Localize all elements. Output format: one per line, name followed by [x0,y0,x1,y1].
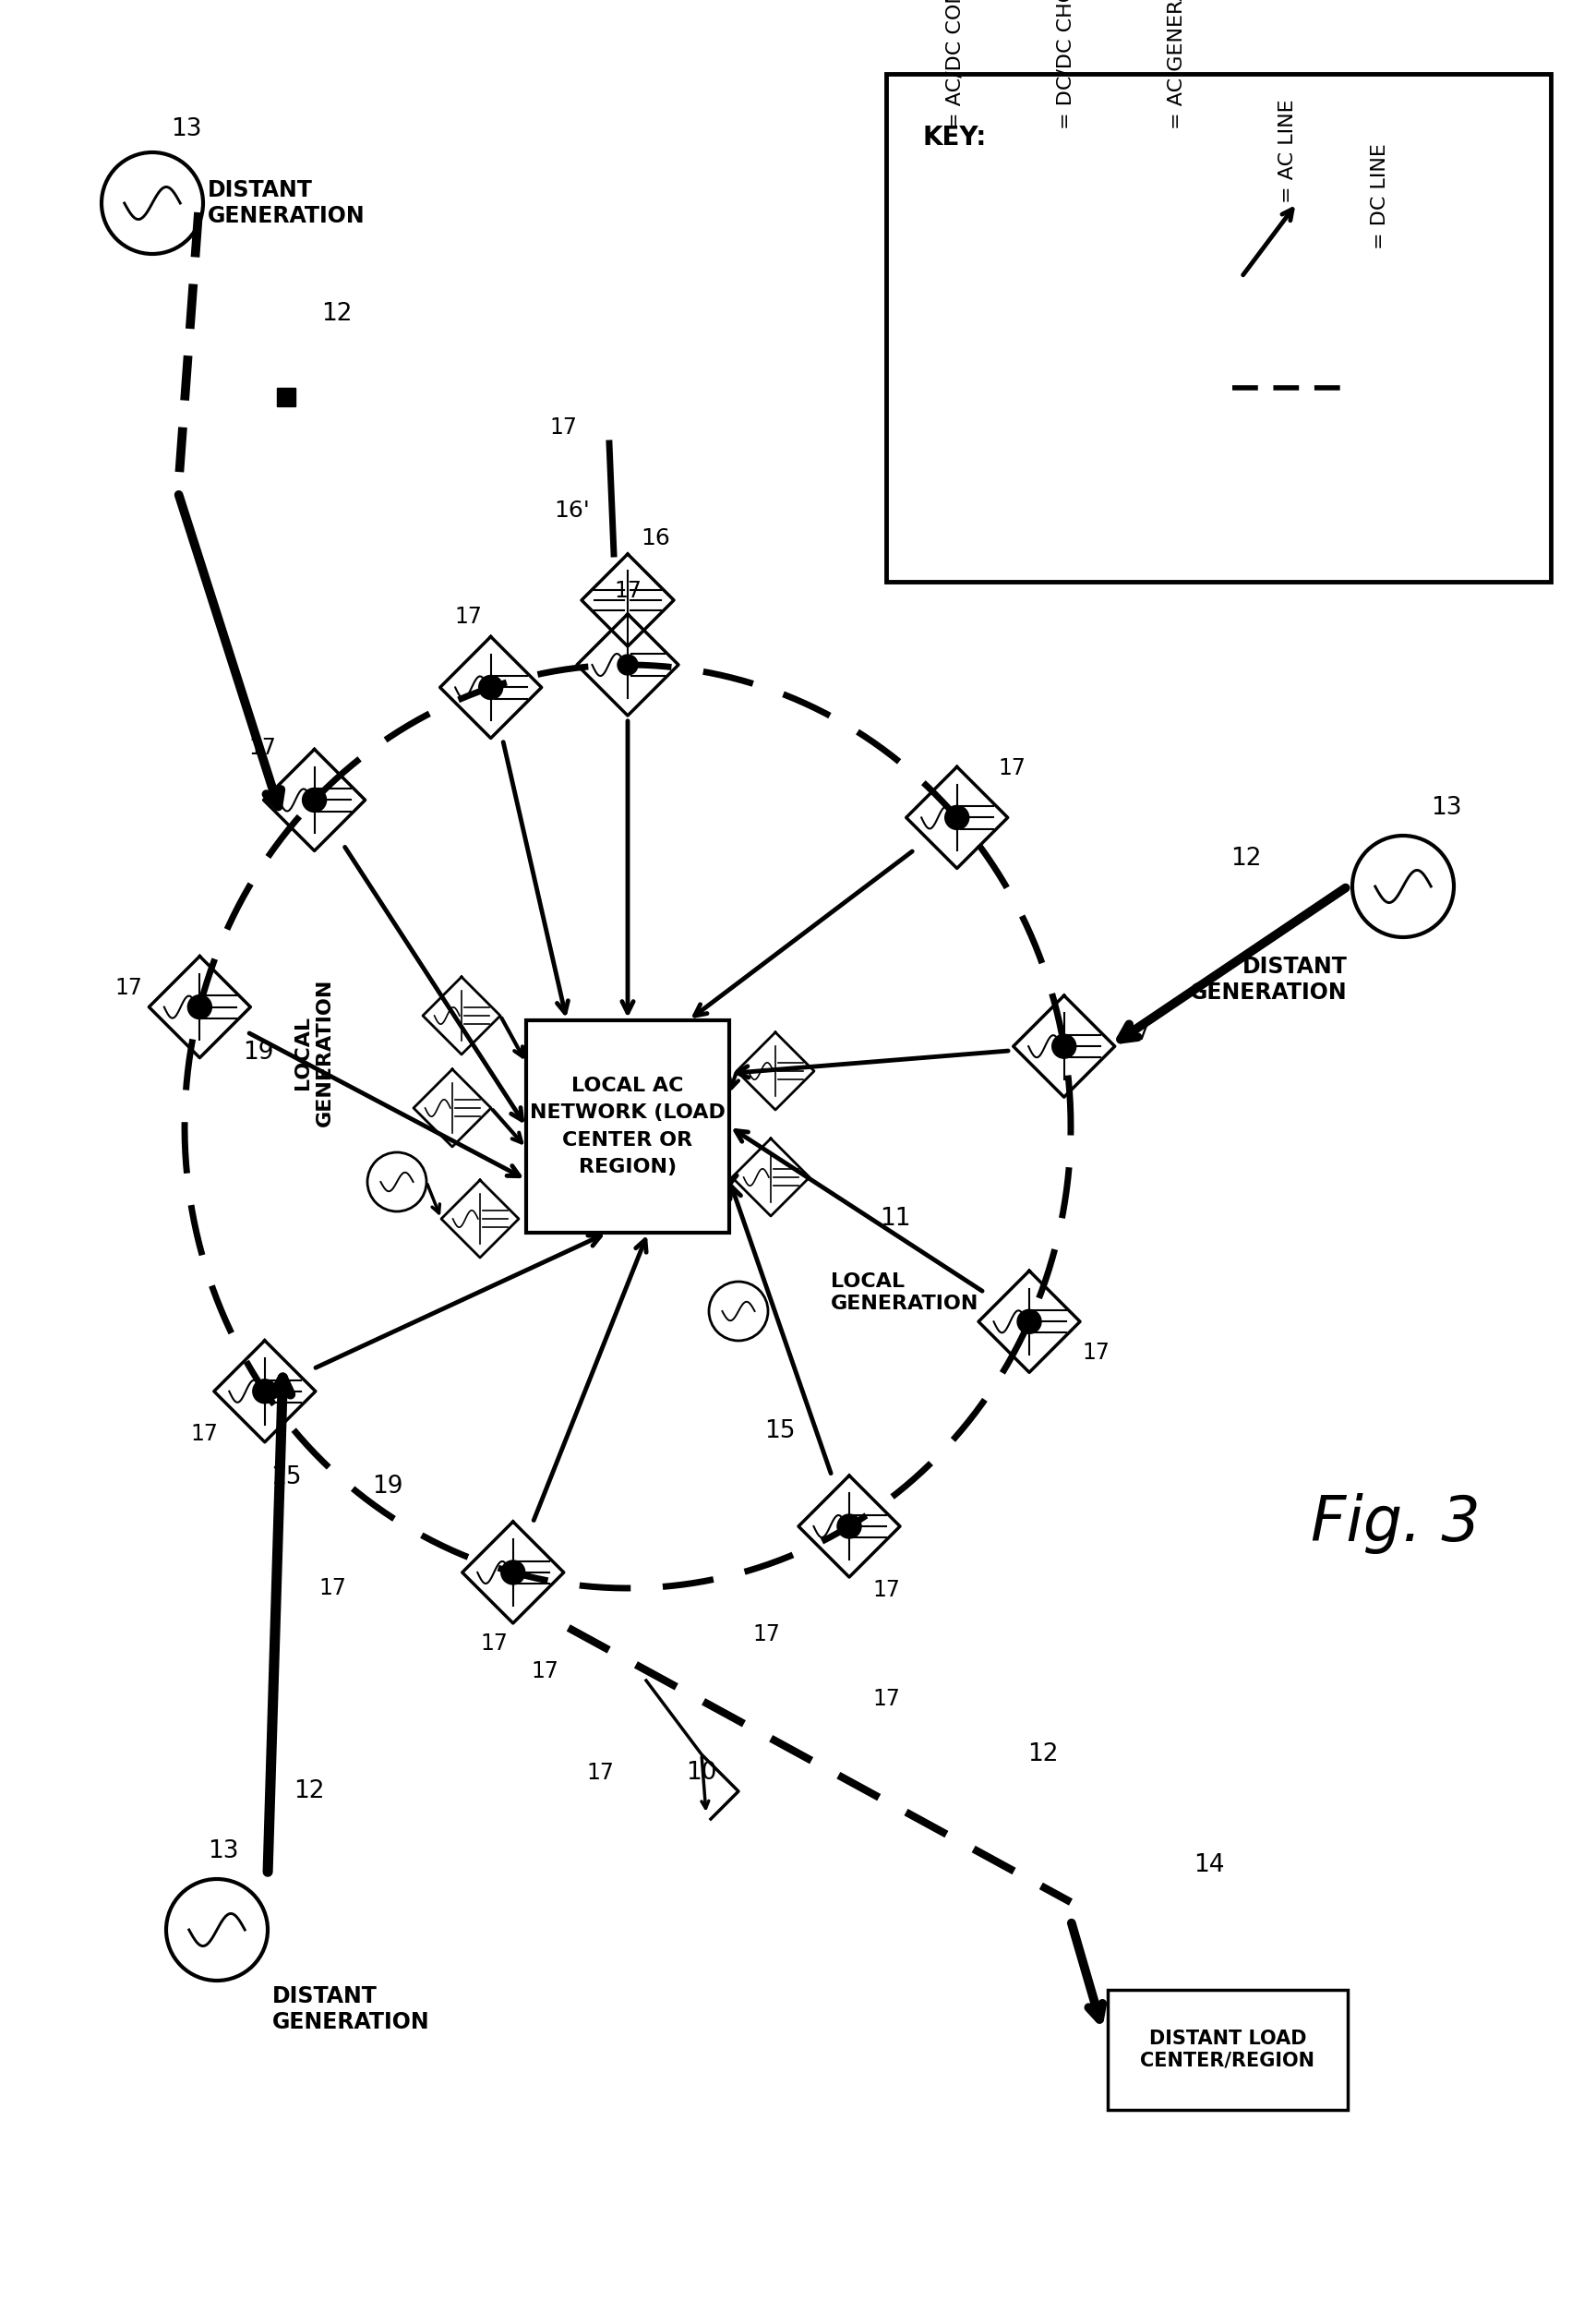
Circle shape [618,655,638,675]
Text: 11: 11 [879,1207,911,1231]
Text: 17: 17 [1124,1022,1151,1045]
Circle shape [255,1381,275,1402]
Circle shape [188,995,212,1020]
Circle shape [1020,1311,1039,1332]
Text: = AC GENERATION: = AC GENERATION [1168,0,1186,130]
Text: 13: 13 [1430,796,1462,819]
Text: 13: 13 [207,1839,239,1864]
Text: 17: 17 [614,581,642,601]
Text: KEY:: KEY: [922,125,986,150]
Text: 15: 15 [271,1466,302,1490]
Circle shape [946,807,967,828]
Circle shape [945,805,969,830]
Text: 17: 17 [752,1624,780,1645]
Text: = DC/DC CHOPPER: = DC/DC CHOPPER [1057,0,1076,130]
Text: = AC/DC CONVERTER: = AC/DC CONVERTER [946,0,964,130]
Text: 17: 17 [480,1633,508,1654]
Text: 17: 17 [531,1661,559,1682]
Circle shape [1017,1309,1041,1335]
Circle shape [479,675,503,699]
Text: 12: 12 [294,1779,324,1804]
Text: Fig. 3: Fig. 3 [1310,1494,1481,1554]
Text: LOCAL AC
NETWORK (LOAD
CENTER OR
REGION): LOCAL AC NETWORK (LOAD CENTER OR REGION) [530,1076,726,1177]
Circle shape [480,678,501,699]
Text: 16: 16 [640,527,670,550]
Text: 17: 17 [873,1688,900,1709]
Text: 13: 13 [171,118,201,141]
Circle shape [501,1561,525,1584]
Text: 17: 17 [455,606,482,629]
FancyBboxPatch shape [527,1020,729,1233]
Text: DISTANT
GENERATION: DISTANT GENERATION [1191,955,1347,1004]
Text: 19: 19 [243,1041,275,1064]
Text: 19: 19 [372,1476,404,1499]
Circle shape [190,997,209,1018]
Text: 17: 17 [998,756,1026,779]
Text: 17: 17 [190,1422,219,1446]
Circle shape [503,1561,523,1582]
Text: DISTANT
GENERATION: DISTANT GENERATION [207,178,365,227]
Text: LOCAL
GENERATION: LOCAL GENERATION [832,1272,978,1314]
FancyBboxPatch shape [1108,1989,1347,2109]
Circle shape [1052,1034,1076,1059]
Text: 17: 17 [319,1577,346,1598]
Text: = DC LINE: = DC LINE [1371,143,1389,250]
Text: 10: 10 [686,1760,717,1786]
Circle shape [838,1515,862,1538]
Text: 12: 12 [1231,847,1261,870]
Text: 16': 16' [554,500,591,523]
Circle shape [839,1515,859,1536]
Text: LOCAL
GENERATION: LOCAL GENERATION [294,978,334,1126]
Text: DISTANT
GENERATION: DISTANT GENERATION [273,1985,429,2033]
Text: 17: 17 [586,1763,614,1783]
Text: 14: 14 [1194,1853,1224,1878]
Text: DISTANT LOAD
CENTER/REGION: DISTANT LOAD CENTER/REGION [1141,2031,1315,2070]
Text: 15: 15 [764,1420,795,1443]
Text: 17: 17 [873,1580,900,1601]
Text: 17: 17 [249,738,276,759]
Circle shape [305,789,324,810]
Text: 17: 17 [1082,1342,1109,1365]
Text: 17: 17 [115,976,142,999]
Circle shape [1053,1036,1074,1057]
Text: 12: 12 [1028,1742,1058,1767]
Text: 17: 17 [549,416,576,439]
Circle shape [302,789,327,812]
FancyBboxPatch shape [886,74,1551,581]
Text: 12: 12 [321,303,353,326]
Circle shape [252,1379,276,1404]
Text: = AC LINE: = AC LINE [1278,99,1298,204]
